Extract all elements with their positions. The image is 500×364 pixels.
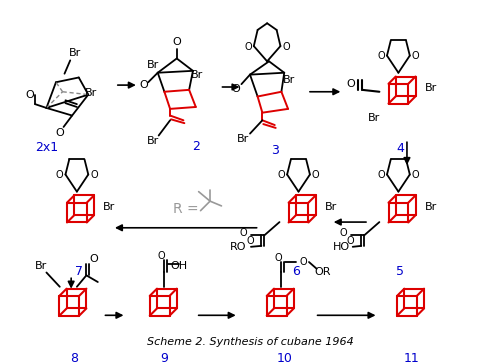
Text: O: O bbox=[340, 229, 347, 238]
Text: Br: Br bbox=[147, 136, 159, 146]
Text: O: O bbox=[240, 229, 247, 238]
Text: 6: 6 bbox=[292, 265, 300, 278]
Text: Br: Br bbox=[190, 70, 203, 80]
Text: OH: OH bbox=[170, 261, 187, 271]
Text: Br: Br bbox=[368, 114, 380, 123]
Text: Br: Br bbox=[324, 202, 337, 212]
Text: O: O bbox=[312, 170, 320, 179]
Text: 10: 10 bbox=[276, 352, 292, 364]
Text: HO: HO bbox=[333, 242, 350, 252]
Text: O: O bbox=[158, 251, 166, 261]
Text: O: O bbox=[246, 236, 254, 246]
Text: Br: Br bbox=[85, 88, 98, 98]
Text: O: O bbox=[274, 253, 282, 263]
Text: 3: 3 bbox=[271, 144, 278, 157]
Text: O: O bbox=[278, 170, 285, 179]
Text: O: O bbox=[90, 170, 98, 179]
Text: R =: R = bbox=[172, 202, 198, 216]
Text: Br: Br bbox=[34, 261, 47, 271]
Text: 11: 11 bbox=[404, 352, 419, 364]
Text: O: O bbox=[56, 170, 64, 179]
Text: RO: RO bbox=[230, 242, 247, 252]
Text: 8: 8 bbox=[70, 352, 78, 364]
Text: 2: 2 bbox=[192, 141, 200, 154]
Text: Br: Br bbox=[283, 75, 295, 85]
Text: Scheme 2. Synthesis of cubane 1964: Scheme 2. Synthesis of cubane 1964 bbox=[146, 337, 354, 347]
Text: Br: Br bbox=[237, 134, 250, 144]
Text: O: O bbox=[346, 236, 354, 246]
Text: Br: Br bbox=[69, 48, 81, 58]
Text: 7: 7 bbox=[75, 265, 83, 278]
Text: O: O bbox=[300, 257, 307, 267]
Text: Br: Br bbox=[103, 202, 116, 212]
Text: O: O bbox=[25, 90, 34, 100]
Text: O: O bbox=[378, 170, 385, 179]
Text: O: O bbox=[90, 254, 98, 264]
Text: O: O bbox=[412, 170, 420, 179]
Text: O: O bbox=[244, 42, 252, 52]
Text: O: O bbox=[172, 37, 181, 47]
Text: 2x1: 2x1 bbox=[35, 141, 58, 154]
Text: Br: Br bbox=[147, 60, 159, 70]
Text: O: O bbox=[282, 42, 290, 52]
Text: 9: 9 bbox=[160, 352, 168, 364]
Text: 4: 4 bbox=[396, 142, 404, 155]
Text: O: O bbox=[232, 84, 240, 94]
Text: 5: 5 bbox=[396, 265, 404, 278]
Text: Br: Br bbox=[424, 202, 437, 212]
Text: OR: OR bbox=[314, 268, 330, 277]
Text: O: O bbox=[139, 80, 148, 90]
Text: O: O bbox=[378, 51, 385, 61]
Text: O: O bbox=[412, 51, 420, 61]
Text: O: O bbox=[346, 79, 355, 89]
Text: Br: Br bbox=[424, 83, 437, 93]
Text: O: O bbox=[56, 128, 64, 138]
